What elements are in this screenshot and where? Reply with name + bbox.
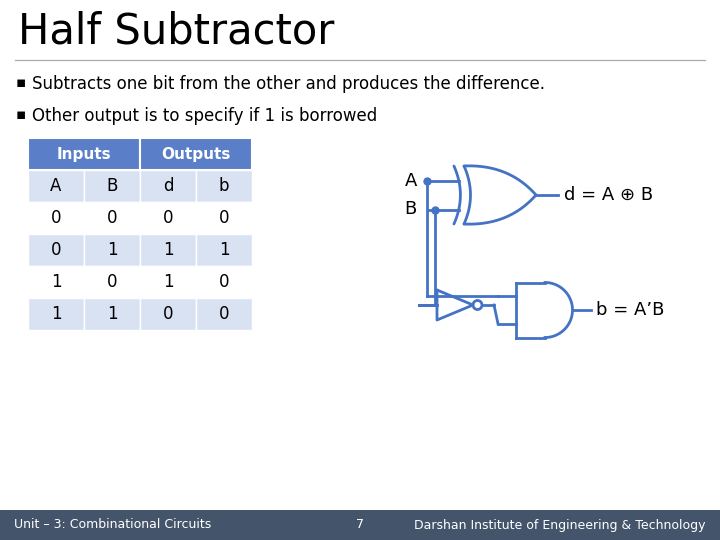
Text: ▪: ▪ [16, 75, 27, 90]
Text: 0: 0 [219, 305, 229, 323]
FancyBboxPatch shape [0, 510, 720, 540]
FancyBboxPatch shape [140, 170, 196, 202]
FancyBboxPatch shape [84, 234, 140, 266]
Text: 0: 0 [50, 209, 61, 227]
Text: 0: 0 [163, 209, 174, 227]
Text: B: B [107, 177, 117, 195]
FancyBboxPatch shape [196, 202, 252, 234]
Text: 1: 1 [50, 273, 61, 291]
Text: 7: 7 [356, 518, 364, 531]
FancyBboxPatch shape [140, 234, 196, 266]
FancyBboxPatch shape [28, 138, 140, 170]
Text: d = A ⊕ B: d = A ⊕ B [564, 186, 653, 204]
FancyBboxPatch shape [196, 266, 252, 298]
Text: 0: 0 [50, 241, 61, 259]
Text: Inputs: Inputs [57, 146, 112, 161]
FancyBboxPatch shape [84, 266, 140, 298]
Text: Darshan Institute of Engineering & Technology: Darshan Institute of Engineering & Techn… [415, 518, 706, 531]
Text: 0: 0 [163, 305, 174, 323]
FancyBboxPatch shape [84, 170, 140, 202]
Text: A: A [405, 172, 417, 190]
FancyBboxPatch shape [140, 138, 252, 170]
Text: 0: 0 [219, 209, 229, 227]
Text: Subtracts one bit from the other and produces the difference.: Subtracts one bit from the other and pro… [32, 75, 545, 93]
Text: 1: 1 [163, 241, 174, 259]
Text: Other output is to specify if 1 is borrowed: Other output is to specify if 1 is borro… [32, 107, 377, 125]
Text: b: b [219, 177, 229, 195]
Text: d: d [163, 177, 174, 195]
Text: 0: 0 [107, 273, 117, 291]
FancyBboxPatch shape [28, 234, 84, 266]
Text: 1: 1 [163, 273, 174, 291]
Text: ▪: ▪ [16, 107, 27, 122]
Text: 1: 1 [107, 241, 117, 259]
Text: 0: 0 [219, 273, 229, 291]
FancyBboxPatch shape [28, 298, 84, 330]
Text: Half Subtractor: Half Subtractor [18, 10, 334, 52]
FancyBboxPatch shape [28, 266, 84, 298]
FancyBboxPatch shape [196, 170, 252, 202]
Text: Outputs: Outputs [161, 146, 230, 161]
Text: 1: 1 [107, 305, 117, 323]
Text: b = A’B: b = A’B [596, 301, 665, 319]
FancyBboxPatch shape [140, 298, 196, 330]
Text: B: B [405, 200, 417, 219]
FancyBboxPatch shape [84, 298, 140, 330]
FancyBboxPatch shape [140, 266, 196, 298]
FancyBboxPatch shape [196, 298, 252, 330]
FancyBboxPatch shape [140, 202, 196, 234]
FancyBboxPatch shape [196, 234, 252, 266]
FancyBboxPatch shape [84, 202, 140, 234]
FancyBboxPatch shape [28, 170, 84, 202]
FancyBboxPatch shape [28, 202, 84, 234]
Text: 0: 0 [107, 209, 117, 227]
Text: 1: 1 [219, 241, 229, 259]
Text: 1: 1 [50, 305, 61, 323]
Text: A: A [50, 177, 62, 195]
Text: Unit – 3: Combinational Circuits: Unit – 3: Combinational Circuits [14, 518, 211, 531]
